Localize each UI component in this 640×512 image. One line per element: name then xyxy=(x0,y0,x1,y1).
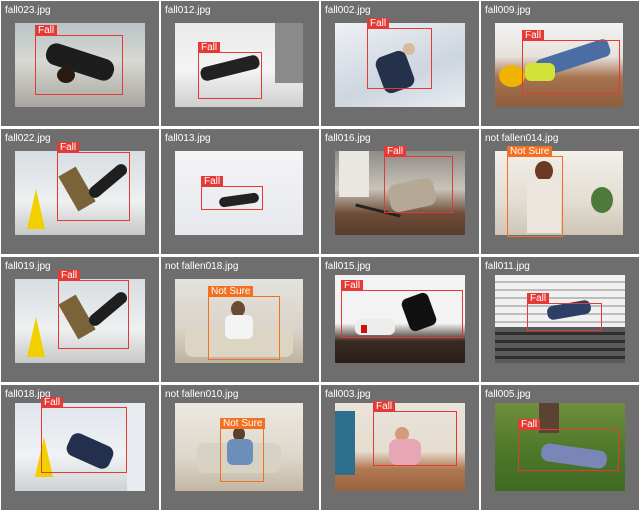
detection-label: Fall xyxy=(518,419,541,430)
image-tile[interactable]: fall015.jpg Fall xyxy=(321,257,479,382)
detection-label: Fall xyxy=(58,270,81,281)
detection-box: Fall xyxy=(518,419,619,471)
image-tile[interactable]: fall013.jpg Fall xyxy=(161,129,319,254)
photo xyxy=(335,151,465,235)
detection-box: Not Sure xyxy=(507,146,563,237)
detection-label: Fall xyxy=(57,142,80,153)
file-name: fall012.jpg xyxy=(165,5,211,16)
detection-label: Fall xyxy=(373,401,396,412)
detection-label: Not Sure xyxy=(220,418,266,429)
image-tile[interactable]: fall003.jpg Fall xyxy=(321,385,479,510)
image-tile[interactable]: fall005.jpg Fall xyxy=(481,385,639,510)
detection-label: Fall xyxy=(341,280,364,291)
image-tile[interactable]: fall016.jpg Fall xyxy=(321,129,479,254)
detection-box: Fall xyxy=(384,146,453,213)
detection-label: Fall xyxy=(527,293,550,304)
photo xyxy=(335,23,465,107)
image-tile[interactable]: not fallen014.jpg Not Sure xyxy=(481,129,639,254)
image-tile[interactable]: not fallen010.jpg Not Sure xyxy=(161,385,319,510)
file-name: fall005.jpg xyxy=(485,389,531,400)
file-name: fall002.jpg xyxy=(325,5,371,16)
detection-label: Fall xyxy=(198,42,221,53)
file-name: fall016.jpg xyxy=(325,133,371,144)
detection-label: Not Sure xyxy=(208,286,254,297)
detection-box: Not Sure xyxy=(208,286,280,360)
detection-label: Fall xyxy=(522,30,545,41)
detection-label: Fall xyxy=(384,146,407,157)
file-name: fall018.jpg xyxy=(5,389,51,400)
image-tile[interactable]: fall009.jpg Fall xyxy=(481,1,639,126)
detection-box: Not Sure xyxy=(220,418,266,482)
detection-box: Fall xyxy=(35,25,123,95)
file-name: fall013.jpg xyxy=(165,133,211,144)
photo xyxy=(15,279,145,363)
detection-box: Fall xyxy=(522,30,620,94)
file-name: fall011.jpg xyxy=(485,261,530,272)
detection-label: Fall xyxy=(201,176,224,187)
detection-box: Fall xyxy=(373,401,457,466)
photo xyxy=(15,23,145,107)
photo xyxy=(15,151,145,235)
detection-box: Fall xyxy=(198,42,262,99)
detection-label: Fall xyxy=(367,18,390,29)
image-tile[interactable]: not fallen018.jpg Not Sure xyxy=(161,257,319,382)
file-name: not fallen010.jpg xyxy=(165,389,239,400)
detection-box: Fall xyxy=(41,397,127,473)
detection-label: Fall xyxy=(41,397,64,408)
image-tile[interactable]: fall012.jpg Fall xyxy=(161,1,319,126)
detection-box: Fall xyxy=(58,270,129,349)
photo xyxy=(175,23,303,107)
photo xyxy=(175,403,303,491)
detection-box: Fall xyxy=(527,293,602,331)
detection-box: Fall xyxy=(341,280,463,338)
photo xyxy=(495,275,625,363)
photo xyxy=(335,403,465,491)
photo xyxy=(495,403,625,491)
detection-box: Fall xyxy=(367,18,432,89)
file-name: fall022.jpg xyxy=(5,133,51,144)
file-name: not fallen014.jpg xyxy=(485,133,559,144)
file-name: not fallen018.jpg xyxy=(165,261,239,272)
file-name: fall019.jpg xyxy=(5,261,51,272)
image-tile[interactable]: fall023.jpg Fall xyxy=(1,1,159,126)
detection-box: Fall xyxy=(57,142,130,221)
file-name: fall015.jpg xyxy=(325,261,371,272)
image-tile[interactable]: fall022.jpg Fall xyxy=(1,129,159,254)
image-tile[interactable]: fall018.jpg Fall xyxy=(1,385,159,510)
detection-label: Fall xyxy=(35,25,58,36)
file-name: fall023.jpg xyxy=(5,5,51,16)
image-tile[interactable]: fall011.jpg Fall xyxy=(481,257,639,382)
file-name: fall009.jpg xyxy=(485,5,531,16)
image-tile[interactable]: fall019.jpg Fall xyxy=(1,257,159,382)
photo xyxy=(175,151,303,235)
detection-label: Not Sure xyxy=(507,146,553,157)
photo xyxy=(15,403,145,491)
detection-box: Fall xyxy=(201,176,263,210)
photo xyxy=(495,151,623,235)
file-name: fall003.jpg xyxy=(325,389,371,400)
image-tile[interactable]: fall002.jpg Fall xyxy=(321,1,479,126)
